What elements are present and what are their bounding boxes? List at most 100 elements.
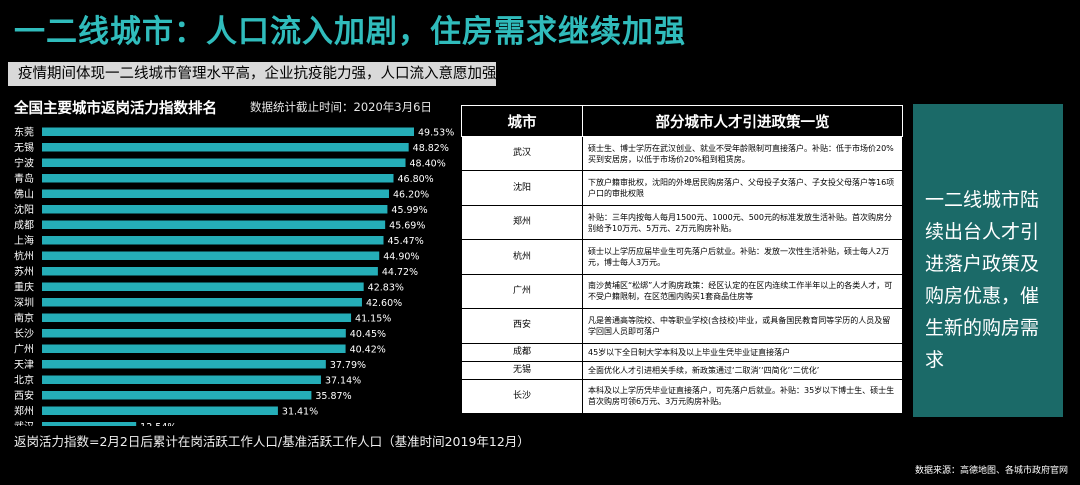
category-label: 上海 [14,234,34,247]
value-label: 49.53% [418,127,454,138]
row-city: 广州 [461,273,583,310]
category-label: 重庆 [14,280,34,293]
value-label: 37.14% [325,375,361,386]
bar [42,189,389,198]
value-label: 48.82% [413,143,449,154]
bar [42,406,278,415]
category-label: 长沙 [14,328,34,340]
bar [42,251,380,260]
category-label: 沈阳 [14,203,34,216]
summary-box: 一二线城市陆续出台人才引进落户政策及购房优惠，催生新的购房需求 [913,104,1063,417]
value-label: 44.72% [382,267,418,278]
bar [42,344,346,353]
value-label: 45.99% [391,205,427,216]
row-policy: 凡是普通高等院校、中等职业学校(含技校)毕业，或具备国民教育同等学历的人员及留学… [582,308,903,344]
bar [42,329,346,338]
category-label: 天津 [14,359,34,371]
header-city: 城市 [461,105,583,137]
row-policy: 本科及以上学历凭毕业证直接落户，可先落户后就业。补贴：35岁以下博士生、硕士生首… [582,378,903,415]
row-policy: 补贴：三年内按每人每月1500元、1000元、500元的标准发放生活补贴。首次购… [582,204,903,241]
category-label: 北京 [14,373,34,386]
category-label: 西安 [14,389,34,402]
chart-date-note: 数据统计截止时间：2020年3月6日 [250,100,432,114]
bar [42,282,364,291]
bar [42,375,321,384]
value-label: 46.80% [397,174,433,185]
row-policy: 南沙黄埔区“松绑”人才购房政策：经区认定的在区内连续工作半年以上的各类人才，可不… [582,273,903,310]
value-label: 42.83% [368,282,404,293]
category-label: 成都 [14,219,34,231]
bar [42,313,352,322]
table-row: 无锡 全面优化人才引进相关手续，新政策通过‘二取消’‘四简化’‘二优化’ [461,360,903,380]
bar [42,143,409,152]
row-policy: 硕士生、博士学历在武汉创业、就业不受年龄限制可直接落户。补贴：低于市场价20%买… [582,135,903,172]
category-label: 佛山 [14,187,34,200]
category-label: 宁波 [14,156,34,169]
value-label: 44.90% [383,251,419,262]
chart-title: 全国主要城市返岗活力指数排名 [14,101,217,117]
category-label: 深圳 [14,297,34,309]
table-row: 广州 南沙黄埔区“松绑”人才购房政策：经区认定的在区内连续工作半年以上的各类人才… [461,273,903,310]
value-label: 41.15% [355,313,391,324]
bar [42,267,378,276]
category-label: 南京 [14,311,34,324]
category-label: 苏州 [14,265,34,278]
bar [42,220,386,229]
value-label: 31.41% [282,406,318,417]
bar [42,422,137,426]
category-label: 青岛 [14,172,34,185]
value-label: 40.42% [350,344,386,355]
data-source: 数据来源：高德地图、各城市政府官网 [914,466,1068,476]
row-city: 长沙 [461,378,583,415]
bar [42,360,326,369]
header-policy: 部分城市人才引进政策一览 [582,105,903,137]
subtitle-banner: 疫情期间体现一二线城市管理水平高，企业抗疫能力强，人口流入意愿加强 [8,62,496,86]
row-city: 西安 [461,308,583,344]
bar [42,174,394,183]
row-policy: 45岁以下全日制大学本科及以上毕业生凭毕业证直接落户 [582,342,903,362]
value-label: 40.45% [350,329,386,340]
bar [42,127,414,136]
category-label: 武汉 [14,420,34,426]
category-label: 东莞 [14,125,34,138]
row-city: 郑州 [461,204,583,241]
row-city: 沈阳 [461,170,583,206]
bar [42,236,384,245]
row-policy: 全面优化人才引进相关手续，新政策通过‘二取消’‘四简化’‘二优化’ [582,360,903,380]
category-label: 郑州 [14,404,34,417]
row-policy: 硕士以上学历应届毕业生可先落户后就业。补贴：发放一次性生活补贴，硕士每人2万元，… [582,239,903,275]
table-row: 成都 45岁以下全日制大学本科及以上毕业生凭毕业证直接落户 [461,342,903,362]
chart-footnote: 返岗活力指数=2月2日后累计在岗活跃工作人口/基准活跃工作人口（基准时间2019… [14,434,530,449]
value-label: 45.47% [388,236,424,247]
row-city: 无锡 [461,360,583,380]
value-label: 35.87% [315,391,351,402]
row-city: 武汉 [461,135,583,172]
summary-text: 一二线城市陆续出台人才引进落户政策及购房优惠，催生新的购房需求 [925,189,1040,371]
table-row: 杭州 硕士以上学历应届毕业生可先落户后就业。补贴：发放一次性生活补贴，硕士每人2… [461,239,903,275]
bar [42,391,312,400]
value-label: 46.20% [393,189,429,200]
policy-table: 城市 部分城市人才引进政策一览 武汉 硕士生、博士学历在武汉创业、就业不受年龄限… [460,104,904,415]
table-row: 沈阳 下放户籍审批权，沈阳的外埠居民购房落户、父母投子女落户、子女投父母落户等1… [461,170,903,206]
bar [42,158,406,167]
table-row: 长沙 本科及以上学历凭毕业证直接落户，可先落户后就业。补贴：35岁以下博士生、硕… [461,378,903,415]
subtitle-text: 疫情期间体现一二线城市管理水平高，企业抗疫能力强，人口流入意愿加强 [18,66,496,82]
row-city: 成都 [461,342,583,362]
category-label: 无锡 [14,141,34,154]
value-label: 45.69% [389,220,425,231]
value-label: 42.60% [366,298,402,309]
category-label: 杭州 [14,249,34,262]
row-city: 杭州 [461,239,583,275]
category-label: 广州 [14,343,34,355]
row-policy: 下放户籍审批权，沈阳的外埠居民购房落户、父母投子女落户、子女投父母落户等16项户… [582,170,903,206]
bar [42,205,388,214]
bar-chart: 东莞 49.53% 无锡 48.82% 宁波 48.40% 青岛 46.80% 佛山 46.20%… [14,125,454,426]
table-row: 西安 凡是普通高等院校、中等职业学校(含技校)毕业，或具备国民教育同等学历的人员… [461,308,903,344]
table-row: 郑州 补贴：三年内按每人每月1500元、1000元、500元的标准发放生活补贴。… [461,204,903,241]
table-header-row: 城市 部分城市人才引进政策一览 [461,105,903,137]
value-label: 48.40% [410,158,446,169]
value-label: 37.79% [330,360,366,371]
page-title: 一二线城市：人口流入加剧，住房需求继续加强 [14,14,686,50]
value-label: 12.54% [140,422,176,426]
bar [42,298,362,307]
